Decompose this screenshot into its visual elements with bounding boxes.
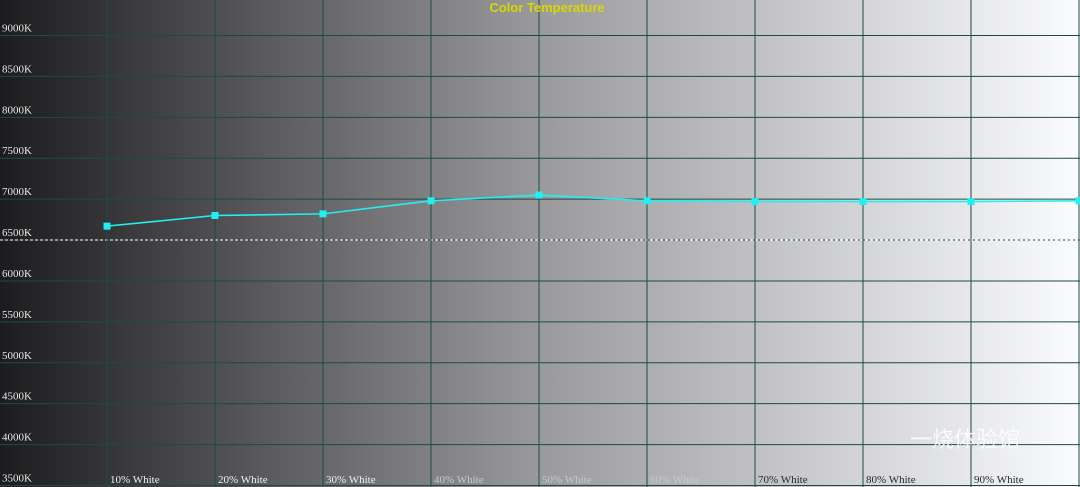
x-tick-label: 30% White [326,474,376,486]
y-tick-label: 8500K [2,63,32,75]
data-point [967,198,975,206]
data-point [319,210,327,218]
y-tick-label: 4500K [2,391,32,403]
x-tick-label: 20% White [218,474,268,486]
y-tick-label: 3500K [2,473,32,485]
x-tick-label: 90% White [974,474,1024,486]
x-tick-label: 60% White [650,474,700,486]
y-tick-label: 7500K [2,145,32,157]
y-tick-label: 7000K [2,186,32,198]
x-tick-label: 40% White [434,474,484,486]
x-tick-label: 10% White [110,474,160,486]
y-tick-label: 6500K [2,227,32,239]
data-point [427,197,435,205]
chart-title: Color Temperature [489,0,604,15]
watermark: 一烧体验馆 [910,428,1020,453]
x-tick-label: 50% White [542,474,592,486]
data-point [643,197,651,205]
data-point [211,212,219,219]
series-line [106,194,1080,227]
y-tick-label: 4000K [2,432,32,444]
x-tick-label: 70% White [758,474,808,486]
data-point [1075,197,1080,205]
y-tick-label: 5000K [2,350,32,362]
data-point [535,191,543,199]
y-tick-label: 8000K [2,104,32,116]
data-point [103,222,111,230]
y-tick-label: 5500K [2,309,32,321]
x-tick-label: 80% White [866,474,916,486]
data-point [751,198,759,206]
y-tick-label: 6000K [2,268,32,280]
y-tick-label: 9000K [2,23,32,35]
data-point [859,198,867,206]
